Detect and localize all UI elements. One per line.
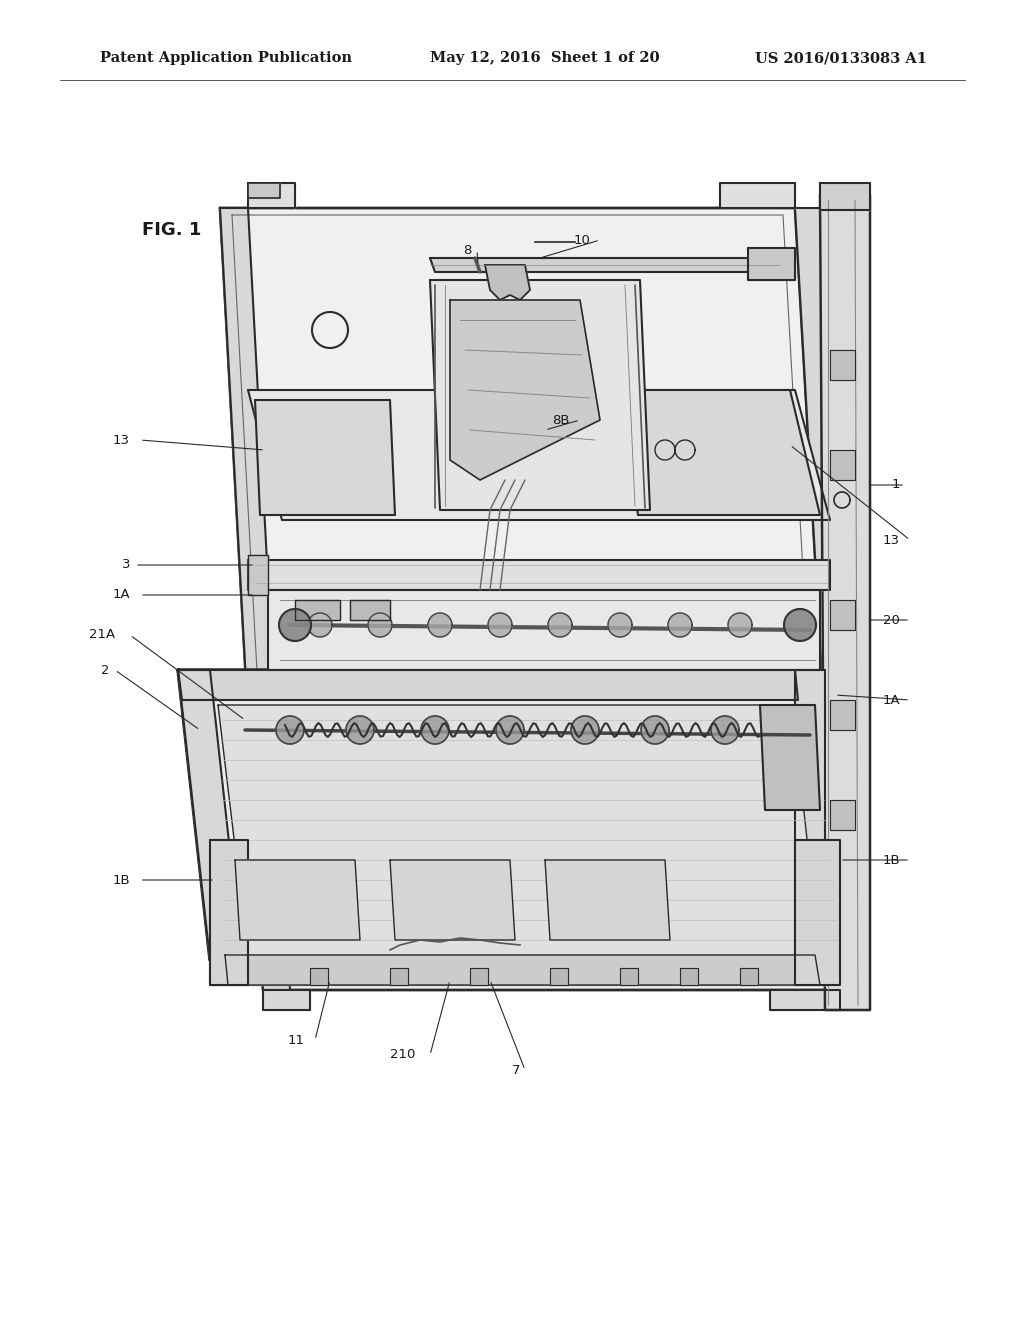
Polygon shape — [470, 968, 488, 985]
Polygon shape — [263, 990, 310, 1010]
Polygon shape — [308, 612, 332, 638]
Polygon shape — [830, 800, 855, 830]
Text: 1B: 1B — [883, 854, 900, 866]
Polygon shape — [248, 554, 268, 595]
Polygon shape — [390, 861, 515, 940]
Polygon shape — [608, 612, 632, 638]
Polygon shape — [210, 960, 825, 985]
Polygon shape — [641, 715, 669, 744]
Polygon shape — [545, 861, 670, 940]
Polygon shape — [390, 968, 408, 985]
Polygon shape — [295, 601, 340, 620]
Polygon shape — [740, 968, 758, 985]
Polygon shape — [279, 609, 311, 642]
Polygon shape — [178, 671, 242, 960]
Polygon shape — [795, 209, 840, 990]
Text: 13: 13 — [883, 533, 900, 546]
Polygon shape — [346, 715, 374, 744]
Polygon shape — [485, 265, 530, 300]
Polygon shape — [620, 968, 638, 985]
Text: 21A: 21A — [89, 628, 115, 642]
Polygon shape — [668, 612, 692, 638]
Text: 20: 20 — [883, 614, 900, 627]
Polygon shape — [496, 715, 524, 744]
Polygon shape — [550, 968, 568, 985]
Text: 1A: 1A — [883, 693, 900, 706]
Polygon shape — [830, 450, 855, 480]
Polygon shape — [248, 560, 830, 590]
Text: 8B: 8B — [553, 413, 570, 426]
Polygon shape — [310, 968, 328, 985]
Polygon shape — [820, 183, 870, 210]
Polygon shape — [711, 715, 739, 744]
Polygon shape — [255, 400, 395, 515]
Polygon shape — [220, 209, 840, 990]
Polygon shape — [571, 715, 599, 744]
Polygon shape — [248, 389, 830, 520]
Text: 1B: 1B — [113, 874, 130, 887]
Polygon shape — [830, 700, 855, 730]
Polygon shape — [234, 861, 360, 940]
Text: 3: 3 — [122, 558, 130, 572]
Polygon shape — [748, 248, 795, 280]
Polygon shape — [210, 840, 248, 985]
Polygon shape — [450, 300, 600, 480]
Polygon shape — [795, 840, 840, 985]
Polygon shape — [368, 612, 392, 638]
Text: 1A: 1A — [113, 589, 130, 602]
Text: 8: 8 — [464, 243, 472, 256]
Polygon shape — [548, 612, 572, 638]
Polygon shape — [220, 209, 290, 990]
Polygon shape — [421, 715, 449, 744]
Text: May 12, 2016  Sheet 1 of 20: May 12, 2016 Sheet 1 of 20 — [430, 51, 659, 65]
Polygon shape — [784, 609, 816, 642]
Polygon shape — [178, 671, 825, 960]
Polygon shape — [620, 389, 820, 515]
Polygon shape — [680, 968, 698, 985]
Polygon shape — [720, 183, 795, 209]
Polygon shape — [218, 705, 820, 954]
Polygon shape — [428, 612, 452, 638]
Text: FIG. 1: FIG. 1 — [142, 220, 202, 239]
Polygon shape — [248, 183, 280, 198]
Polygon shape — [770, 990, 840, 1010]
Text: Patent Application Publication: Patent Application Publication — [100, 51, 352, 65]
Text: 7: 7 — [512, 1064, 520, 1077]
Text: 1: 1 — [892, 479, 900, 491]
Text: US 2016/0133083 A1: US 2016/0133083 A1 — [755, 51, 927, 65]
Polygon shape — [350, 601, 390, 620]
Polygon shape — [830, 350, 855, 380]
Polygon shape — [728, 612, 752, 638]
Polygon shape — [830, 601, 855, 630]
Polygon shape — [248, 183, 295, 209]
Text: 10: 10 — [573, 234, 590, 247]
Polygon shape — [268, 590, 820, 671]
Polygon shape — [178, 671, 798, 700]
Polygon shape — [488, 612, 512, 638]
Polygon shape — [276, 715, 304, 744]
Polygon shape — [795, 671, 825, 960]
Polygon shape — [820, 195, 870, 1010]
Text: 13: 13 — [113, 433, 130, 446]
Polygon shape — [430, 280, 650, 510]
Polygon shape — [430, 257, 785, 272]
Text: 11: 11 — [288, 1034, 305, 1047]
Text: 2: 2 — [101, 664, 110, 676]
Text: 210: 210 — [389, 1048, 415, 1061]
Polygon shape — [760, 705, 820, 810]
Polygon shape — [225, 954, 820, 985]
